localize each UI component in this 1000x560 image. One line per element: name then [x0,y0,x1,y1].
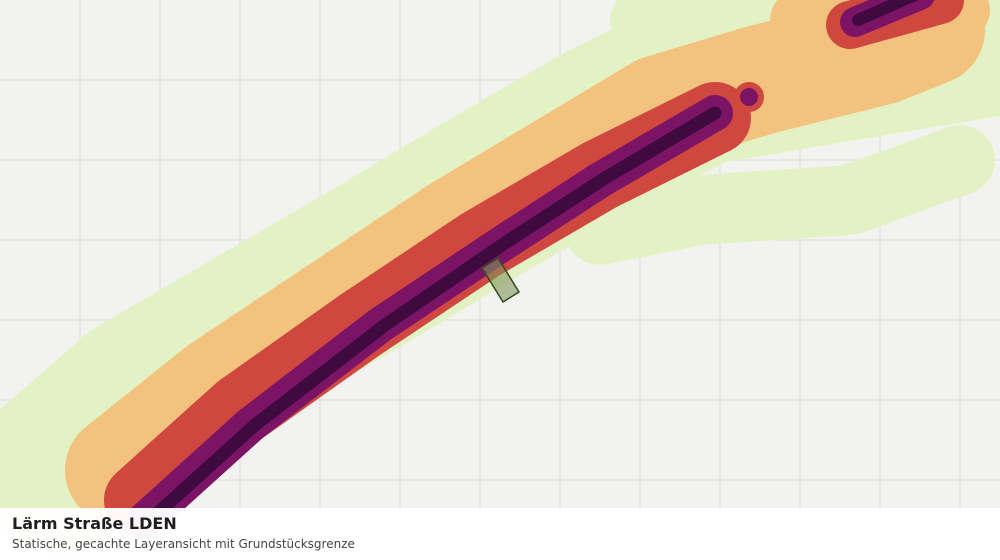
layer-title: Lärm Straße LDEN [12,514,177,533]
caption-panel: Lärm Straße LDEN Statische, gecachte Lay… [0,508,1000,560]
noise-spot-core [740,88,758,106]
parcel-boundary[interactable] [480,256,521,304]
layer-subtitle: Statische, gecachte Layeransicht mit Gru… [12,537,355,551]
